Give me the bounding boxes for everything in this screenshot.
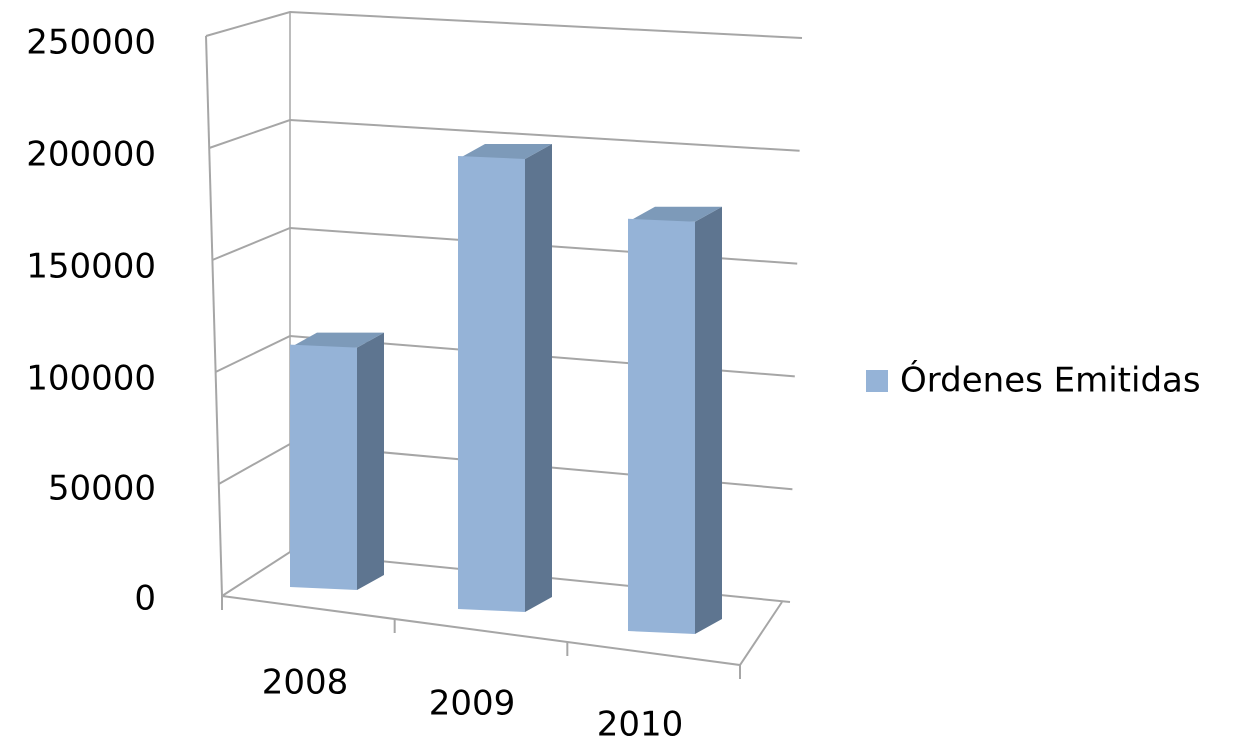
axes (205, 12, 783, 679)
y-axis-tick-labels: 0 50000 100000 150000 200000 250000 (26, 23, 156, 619)
x-tick-label: 2008 (262, 663, 349, 703)
x-axis-tick-labels: 2008 2009 2010 (262, 663, 684, 745)
bar (458, 144, 552, 612)
bar-top (290, 332, 384, 348)
y-tick-label: 50000 (48, 469, 156, 509)
bar-front (458, 156, 525, 612)
bar-top (458, 144, 552, 159)
y-tick-label: 200000 (26, 135, 156, 175)
bar (290, 332, 384, 590)
y-tick-label: 100000 (26, 359, 156, 399)
bar-side (525, 144, 552, 612)
y-tick-label: 250000 (26, 23, 156, 63)
bar-top (628, 206, 722, 222)
legend-swatch (866, 370, 888, 392)
x-tick-label: 2010 (597, 705, 684, 744)
bar (628, 206, 722, 634)
gridline (205, 10, 803, 39)
bar-side (357, 332, 384, 590)
bar-front (290, 344, 357, 590)
bar-side (695, 206, 722, 634)
y-axis-line (205, 35, 223, 597)
legend: Órdenes Emitidas (866, 360, 1201, 401)
bar-front (628, 218, 695, 634)
y-tick-label: 150000 (26, 247, 156, 287)
bars (290, 144, 722, 634)
x-tick-label: 2009 (429, 684, 516, 724)
y-tick-label: 0 (134, 579, 156, 619)
legend-label: Órdenes Emitidas (900, 360, 1201, 401)
